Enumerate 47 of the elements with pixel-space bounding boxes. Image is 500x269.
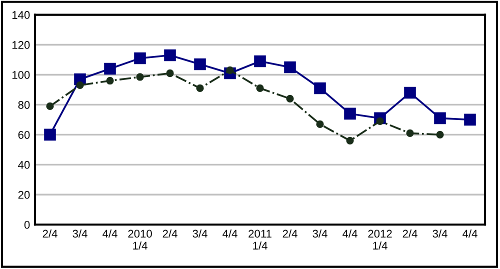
point: [256, 84, 264, 92]
y-tick-label: 140: [12, 11, 30, 19]
point: [314, 82, 326, 94]
y-tick-label: 20: [18, 190, 30, 199]
x-tick-label: 2/4: [282, 229, 298, 238]
x-tick-label: 4/4: [222, 229, 238, 238]
point: [104, 62, 116, 75]
x-tick-label: 3/4: [432, 229, 448, 238]
point: [106, 76, 114, 85]
point: [404, 86, 416, 99]
y-tick-label: 40: [18, 160, 30, 169]
y-tick-label: 120: [12, 41, 30, 49]
y-tick-label: 60: [18, 130, 30, 139]
point: [286, 94, 294, 103]
x-tick-label: 4/4: [102, 229, 118, 238]
x-tick-label: 2010 1/4: [128, 230, 152, 250]
x-tick-label: 4/4: [342, 229, 358, 238]
x-tick-label: 2/4: [42, 229, 58, 238]
x-tick-label: 3/4: [72, 229, 88, 238]
point: [436, 130, 444, 139]
x-tick-label: 3/4: [312, 229, 328, 238]
x-tick-label: 2011 1/4: [248, 230, 272, 250]
y-tick-label: 80: [18, 100, 30, 109]
x-tick-label: 2012 1/4: [368, 230, 392, 250]
point: [406, 129, 414, 138]
point: [46, 102, 54, 110]
x-tick-label: 2/4: [402, 229, 418, 238]
y-tick-label: 100: [12, 71, 30, 79]
point: [464, 114, 476, 126]
x-tick-label: 2/4: [162, 229, 178, 238]
point: [316, 120, 324, 128]
point: [284, 61, 296, 74]
x-tick-label: 4/4: [462, 229, 478, 238]
point: [166, 69, 174, 78]
point: [196, 84, 204, 92]
y-tick-label: 0: [24, 220, 30, 229]
point: [164, 49, 176, 62]
point: [134, 52, 146, 64]
point: [344, 108, 356, 120]
point: [76, 81, 84, 90]
point: [254, 55, 266, 68]
point: [136, 73, 144, 81]
point: [434, 112, 446, 124]
point: [346, 136, 354, 145]
point: [194, 58, 206, 70]
point: [44, 128, 56, 141]
x-tick-label: 3/4: [192, 229, 208, 238]
